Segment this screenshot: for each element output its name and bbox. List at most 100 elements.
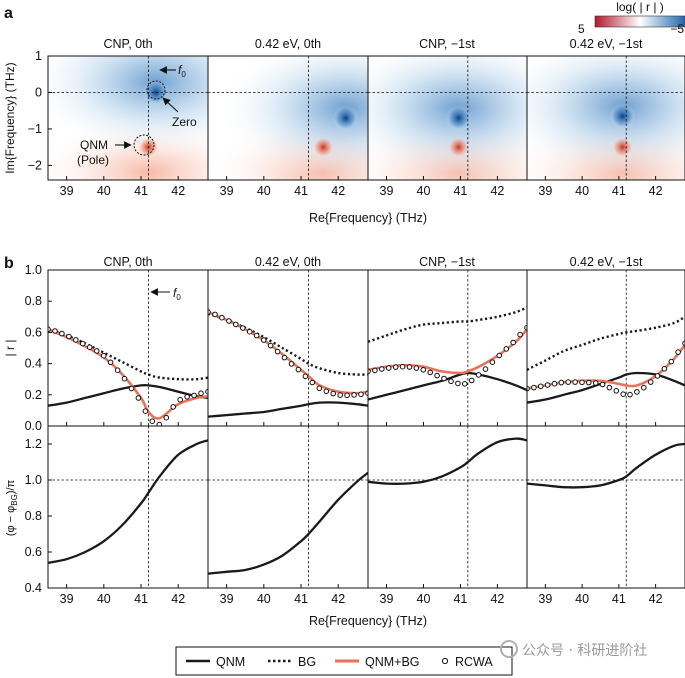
a-xlabel: Re{Frequency} (THz) xyxy=(309,211,427,225)
x-tick-label: 41 xyxy=(453,184,467,198)
rcwa-point xyxy=(558,379,565,386)
x-tick-label: 41 xyxy=(294,592,308,606)
y-tick-label: 1.2 xyxy=(25,437,42,451)
rcwa-point xyxy=(517,331,523,338)
b-bottom-panel-0: 39 40 41 42 0.4 0.6 0.8 1.0 1.2 xyxy=(25,425,209,606)
b-top-panel-1 xyxy=(207,269,369,427)
series-bg xyxy=(368,306,527,343)
y-tick-label: 1 xyxy=(35,49,42,63)
b-xlabel: Re{Frequency} (THz) xyxy=(309,614,427,628)
rcwa-point xyxy=(208,309,211,315)
series-qnm-bg xyxy=(48,328,208,420)
b-title-2: CNP, −1st xyxy=(419,255,475,269)
rcwa-point xyxy=(212,311,218,318)
series-bg xyxy=(527,315,685,371)
zero-core xyxy=(332,105,359,131)
rcwa-point xyxy=(379,366,385,372)
rcwa-point xyxy=(260,337,267,343)
x-tick-label: 42 xyxy=(171,592,185,606)
zero-core xyxy=(609,103,636,130)
rcwa-point xyxy=(73,337,79,343)
b-top-frame xyxy=(526,269,685,427)
legend-qnm-bg-label: QNM+BG xyxy=(365,655,420,669)
rcwa-point xyxy=(337,392,344,398)
line-panels: 0.0 0.2 0.4 0.6 0.8 1.0 39 40 41 42 0.4 0.6 0.8 1.0 1.… xyxy=(25,263,685,606)
rcwa-point xyxy=(572,379,578,385)
watermark-text: 公众号 · 科研进阶社 xyxy=(522,643,648,659)
colorbar-title: log( | r | ) xyxy=(616,0,664,14)
annotations-b: f0 xyxy=(150,286,181,302)
pole-core xyxy=(611,136,634,159)
x-tick-label: 42 xyxy=(331,592,345,606)
rcwa-point xyxy=(420,367,427,373)
rcwa-point xyxy=(246,328,253,335)
rcwa-point xyxy=(93,348,100,354)
rcwa-point xyxy=(66,333,72,340)
rcwa-point xyxy=(52,328,58,334)
y-tick-label: 0.4 xyxy=(25,357,42,371)
rcwa-point xyxy=(226,318,232,324)
x-tick-label: 39 xyxy=(60,184,74,198)
rcwa-point xyxy=(613,388,620,394)
y-tick-label: −2 xyxy=(28,158,42,172)
rcwa-point xyxy=(510,339,517,346)
rcwa-point xyxy=(59,330,65,337)
x-tick-label: 40 xyxy=(97,184,111,198)
zero-halo xyxy=(527,56,685,180)
rcwa-point xyxy=(468,377,475,384)
x-tick-label: 42 xyxy=(490,184,504,198)
rcwa-point xyxy=(351,392,357,398)
b-bottom-ylabel-sub: BG xyxy=(10,494,19,506)
f0-b-label-sub: 0 xyxy=(176,293,181,302)
b-bottom-ylabel-end: )/π xyxy=(5,479,17,494)
x-tick-label: 40 xyxy=(417,592,431,606)
rcwa-point xyxy=(413,365,420,371)
rcwa-point xyxy=(524,324,527,331)
legend-qnm-label: QNM xyxy=(216,655,245,669)
rcwa-point xyxy=(177,396,183,403)
rcwa-point xyxy=(302,373,309,380)
rcwa-point xyxy=(288,361,295,367)
b-top-plot-area xyxy=(368,270,527,426)
b-bottom-frame xyxy=(367,425,528,589)
rcwa-point xyxy=(163,414,170,421)
series-qnm xyxy=(527,442,685,489)
zero-core xyxy=(445,105,472,131)
series-qnm-bg xyxy=(527,344,685,390)
rcwa-point xyxy=(599,381,606,388)
rcwa-point xyxy=(551,380,558,387)
b-top-panel-3 xyxy=(526,269,685,427)
a-title-1: 0.42 eV, 0th xyxy=(255,37,321,51)
zero-halo xyxy=(48,56,208,158)
legend-rcwa-swatch xyxy=(441,657,449,665)
f0-label-main: f xyxy=(178,63,183,77)
series-qnm-bg xyxy=(368,328,527,375)
a-title-2: CNP, −1st xyxy=(419,37,475,51)
rcwa-point xyxy=(455,380,461,387)
rcwa-point xyxy=(372,367,378,374)
rcwa-point xyxy=(620,391,627,398)
rcwa-point xyxy=(531,384,537,391)
y-tick-label: 0.8 xyxy=(25,294,42,308)
rcwa-point xyxy=(592,380,599,386)
rcwa-point xyxy=(654,373,661,379)
y-tick-label: 0.4 xyxy=(25,581,42,595)
b-bottom-panel-1: 39 40 41 42 xyxy=(207,425,369,606)
x-tick-label: 41 xyxy=(612,592,626,606)
rcwa-point xyxy=(606,384,613,391)
heatmap-field xyxy=(527,56,685,180)
rcwa-point xyxy=(86,344,93,351)
y-tick-label: 0.6 xyxy=(25,325,42,339)
colorbar-gradient xyxy=(594,15,685,28)
series-qnm xyxy=(368,371,527,401)
x-tick-label: 39 xyxy=(380,184,394,198)
rcwa-point xyxy=(309,379,316,386)
heatmap-panel-2: 39 40 41 42 xyxy=(367,55,528,198)
x-tick-label: 39 xyxy=(60,592,74,606)
y-tick-label: 0.6 xyxy=(25,545,42,559)
x-tick-label: 41 xyxy=(294,184,308,198)
series-qnm xyxy=(208,471,368,575)
rcwa-point xyxy=(330,390,337,397)
b-top-panel-0: 0.0 0.2 0.4 0.6 0.8 1.0 xyxy=(25,263,209,433)
